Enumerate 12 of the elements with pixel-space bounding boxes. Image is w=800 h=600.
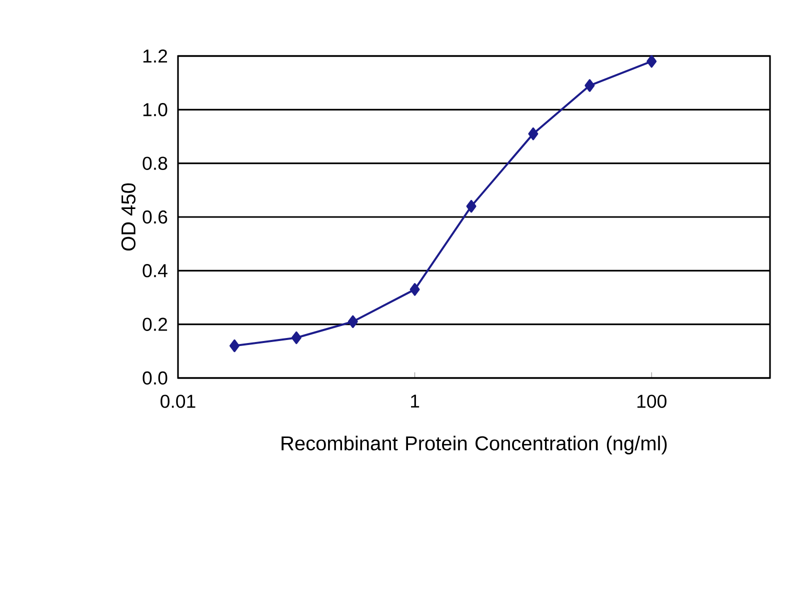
y-axis-title: OD 450 [121,183,136,251]
x-axis-title: Recombinant Protein Concentration (ng/ml) [282,436,667,454]
y-tick-label: 0.8 [142,156,168,170]
y-tick-label: 0.4 [142,264,168,278]
y-tick-label: 1.2 [143,49,168,63]
x-tick-label: 1 [411,394,420,408]
y-tick-label: 0.6 [142,210,168,224]
y-tick-label: 0.0 [142,371,168,385]
y-tick-label: 0.2 [142,318,168,331]
x-tick-label: 0.01 [160,394,196,408]
y-tick-label: 1.0 [143,103,168,116]
x-tick-label: 100 [637,394,666,408]
